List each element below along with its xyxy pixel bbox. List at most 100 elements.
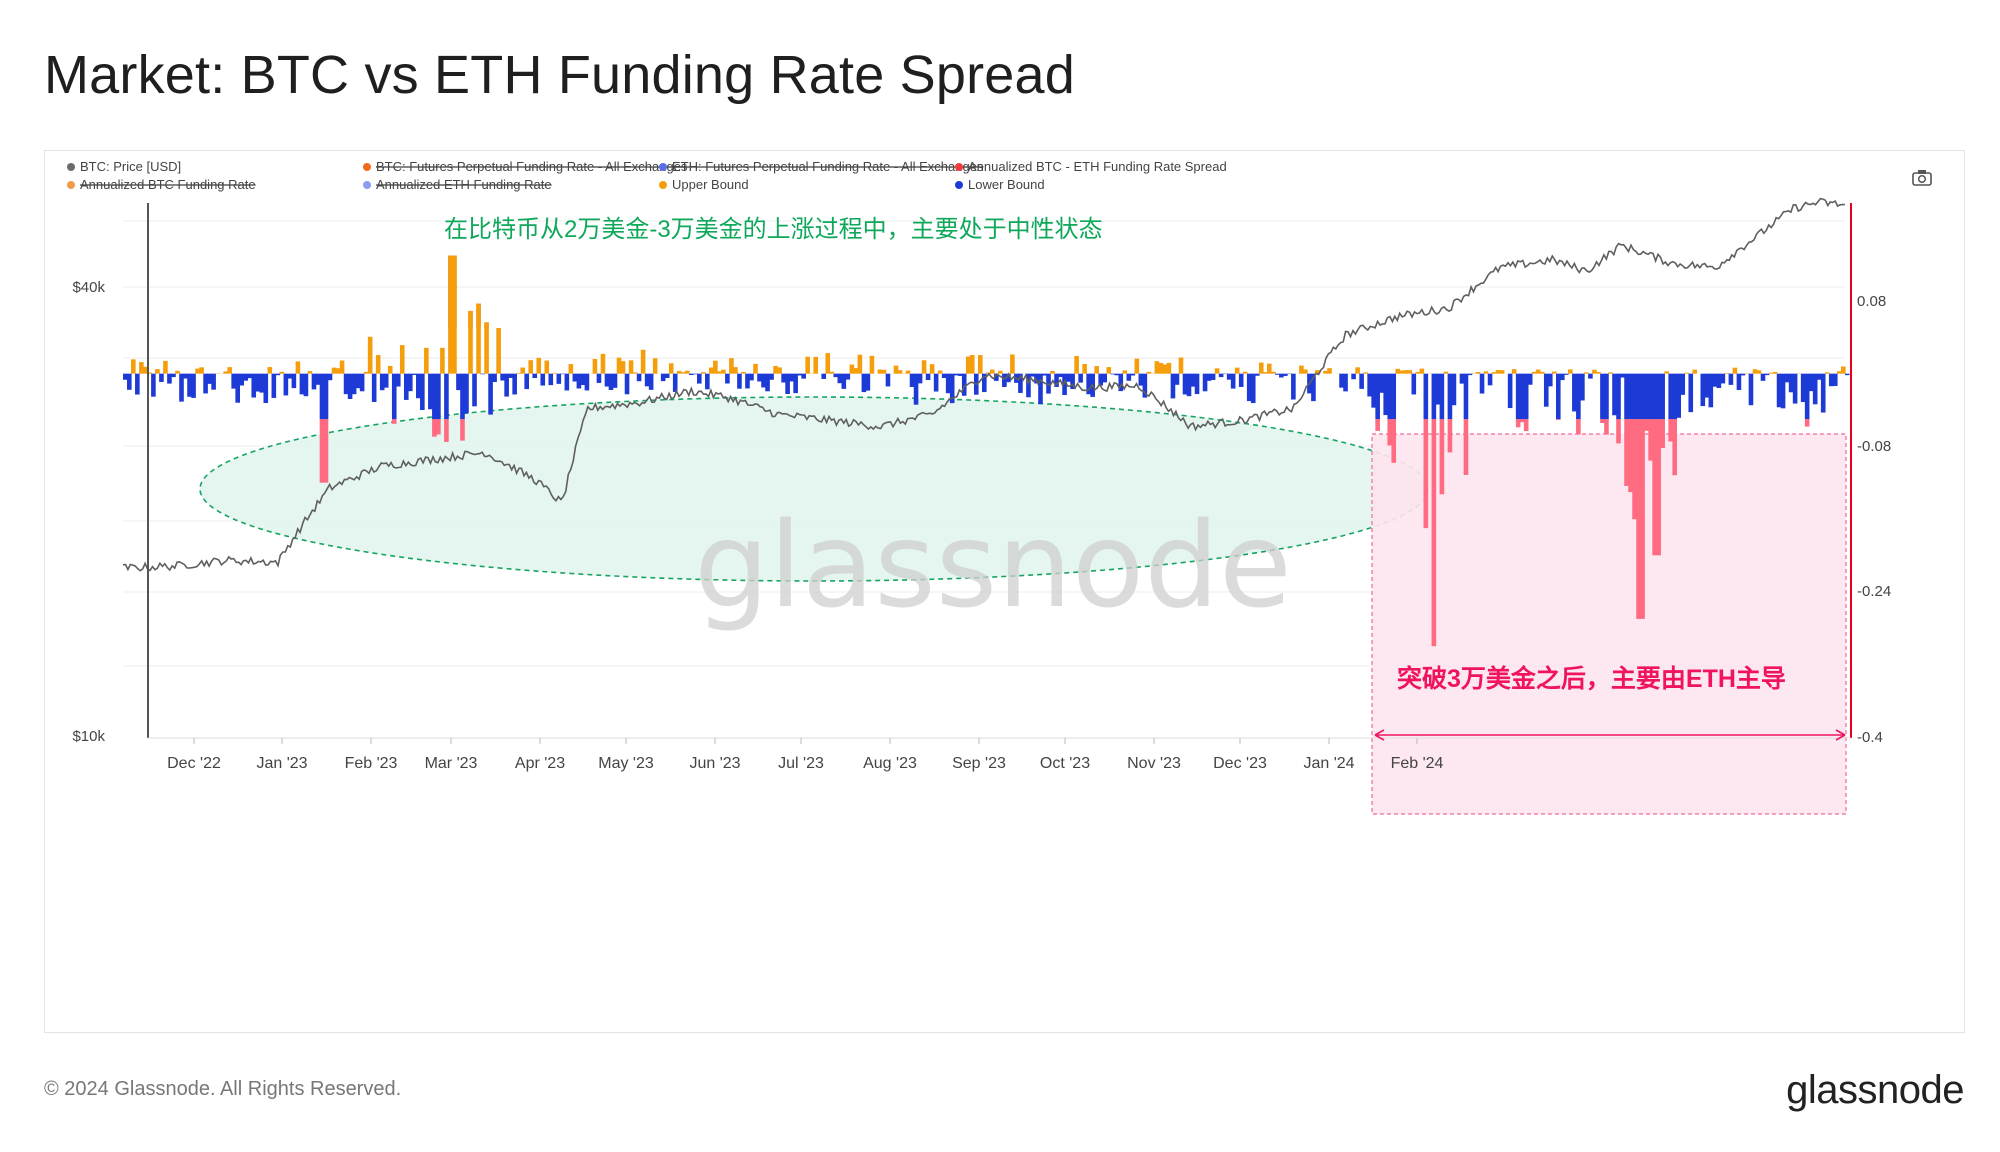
upper-bound-bar [709, 367, 714, 374]
upper-bound-bar [1584, 372, 1589, 374]
lower-bound-bar [343, 373, 349, 395]
lower-bound-bar [961, 373, 967, 396]
upper-bound-bar [857, 354, 863, 374]
upper-bound-bar [1303, 369, 1308, 374]
upper-bound-bar [701, 372, 706, 374]
lower-bound-bar [745, 373, 750, 389]
spread-bar [436, 419, 441, 435]
spread-bar [1640, 419, 1645, 619]
lower-bound-bar [841, 373, 847, 389]
lower-bound-bar [1375, 373, 1380, 420]
lower-bound-bar [1748, 373, 1754, 406]
lower-bound-bar [1660, 373, 1665, 420]
lower-bound-bar [1487, 373, 1493, 386]
x-tick-label: Jan '23 [256, 755, 307, 772]
upper-bound-bar [199, 367, 204, 374]
upper-bound-bar [1122, 370, 1128, 374]
lower-bound-bar [580, 373, 586, 386]
lower-bound-bar [1042, 373, 1047, 376]
upper-bound-bar [1407, 370, 1413, 374]
spread-bar [1628, 419, 1633, 493]
legend-label: BTC: Futures Perpetual Funding Rate - Al… [376, 159, 688, 174]
lower-bound-bar [235, 373, 240, 403]
lower-bound-bar [1311, 373, 1316, 402]
upper-bound-bar [476, 303, 481, 374]
lower-bound-bar [1130, 373, 1136, 376]
watermark: glassnode [694, 496, 1291, 634]
upper-bound-bar [829, 371, 835, 374]
upper-bound-bar [1568, 369, 1573, 374]
spread-bar [1616, 419, 1621, 444]
lower-bound-bar [436, 373, 441, 420]
upper-bound-bar [998, 370, 1003, 374]
lower-bound-bar [1604, 373, 1609, 420]
lower-bound-bar [1451, 373, 1457, 406]
upper-bound-bar [676, 370, 682, 374]
lower-bound-bar [1588, 373, 1593, 379]
lower-bound-bar [1170, 373, 1176, 399]
lower-bound-bar [1359, 373, 1364, 389]
spread-bar [1423, 419, 1429, 529]
lower-bound-bar [981, 373, 987, 393]
lower-bound-bar [1760, 373, 1766, 381]
upper-bound-bar [1608, 372, 1613, 374]
spread-bar [323, 419, 329, 483]
legend-marker [659, 163, 667, 171]
lower-bound-bar [327, 373, 333, 381]
upper-bound-bar [825, 353, 831, 374]
btc-price-line [122, 197, 1846, 572]
lower-bound-bar [1194, 373, 1200, 395]
lower-bound-bar [355, 373, 361, 389]
lower-bound-bar [1820, 373, 1826, 413]
upper-bound-bar [1535, 369, 1541, 374]
legend-label: Annualized BTC - ETH Funding Rate Spread [968, 159, 1227, 174]
lower-bound-bar [1640, 373, 1645, 420]
lower-bound-bar [1182, 373, 1188, 395]
spread-bar [1668, 419, 1673, 442]
annotation-eth-dominant: 突破3万美金之后，主要由ETH主导 [1397, 664, 1786, 693]
lower-bound-bar [347, 373, 353, 399]
upper-bound-bar [399, 345, 405, 374]
lower-bound-bar [789, 373, 794, 382]
upper-bound-bar [295, 361, 301, 374]
upper-bound-bar [729, 358, 734, 374]
lower-bound-bar [432, 373, 437, 420]
upper-bound-bar [448, 255, 453, 374]
lower-bound-bar [1254, 373, 1260, 376]
lower-bound-bar [949, 373, 955, 404]
spread-bar [1636, 419, 1641, 619]
legend-marker [955, 181, 963, 189]
lower-bound-bar [1652, 373, 1657, 420]
upper-bound-bar [1315, 370, 1320, 374]
upper-bound-bar [592, 358, 598, 374]
upper-bound-bar [805, 356, 810, 374]
lower-bound-bar [697, 373, 702, 384]
lower-bound-bar [275, 373, 281, 376]
upper-bound-bar [965, 356, 971, 374]
upper-bound-bar [307, 371, 313, 374]
lower-bound-bar [1230, 373, 1236, 389]
upper-bound-bar [375, 355, 381, 374]
lower-bound-bar [1740, 373, 1746, 376]
lower-bound-bar [1780, 373, 1786, 409]
lower-bound-bar [444, 373, 449, 420]
lower-bound-bar [953, 373, 959, 376]
lower-bound-bar [1018, 373, 1023, 393]
upper-bound-bar [1323, 370, 1328, 374]
lower-bound-bar [664, 373, 670, 378]
upper-bound-bar [628, 360, 634, 374]
camera-icon[interactable] [1912, 170, 1932, 186]
upper-bound-bar [484, 322, 489, 374]
upper-bound-bar [1692, 369, 1698, 374]
upper-bound-bar [552, 373, 558, 374]
lower-bound-bar [781, 373, 786, 383]
upper-bound-bar [1840, 366, 1846, 374]
lower-bound-bar [1704, 373, 1710, 398]
lower-bound-bar [191, 373, 196, 398]
upper-bound-bar [753, 363, 758, 374]
upper-bound-bar [1724, 373, 1730, 374]
lower-bound-bar [1656, 373, 1661, 420]
x-tick-label: May '23 [598, 755, 654, 772]
x-tick-label: Dec '23 [1213, 755, 1267, 772]
upper-bound-bar [1684, 372, 1690, 374]
